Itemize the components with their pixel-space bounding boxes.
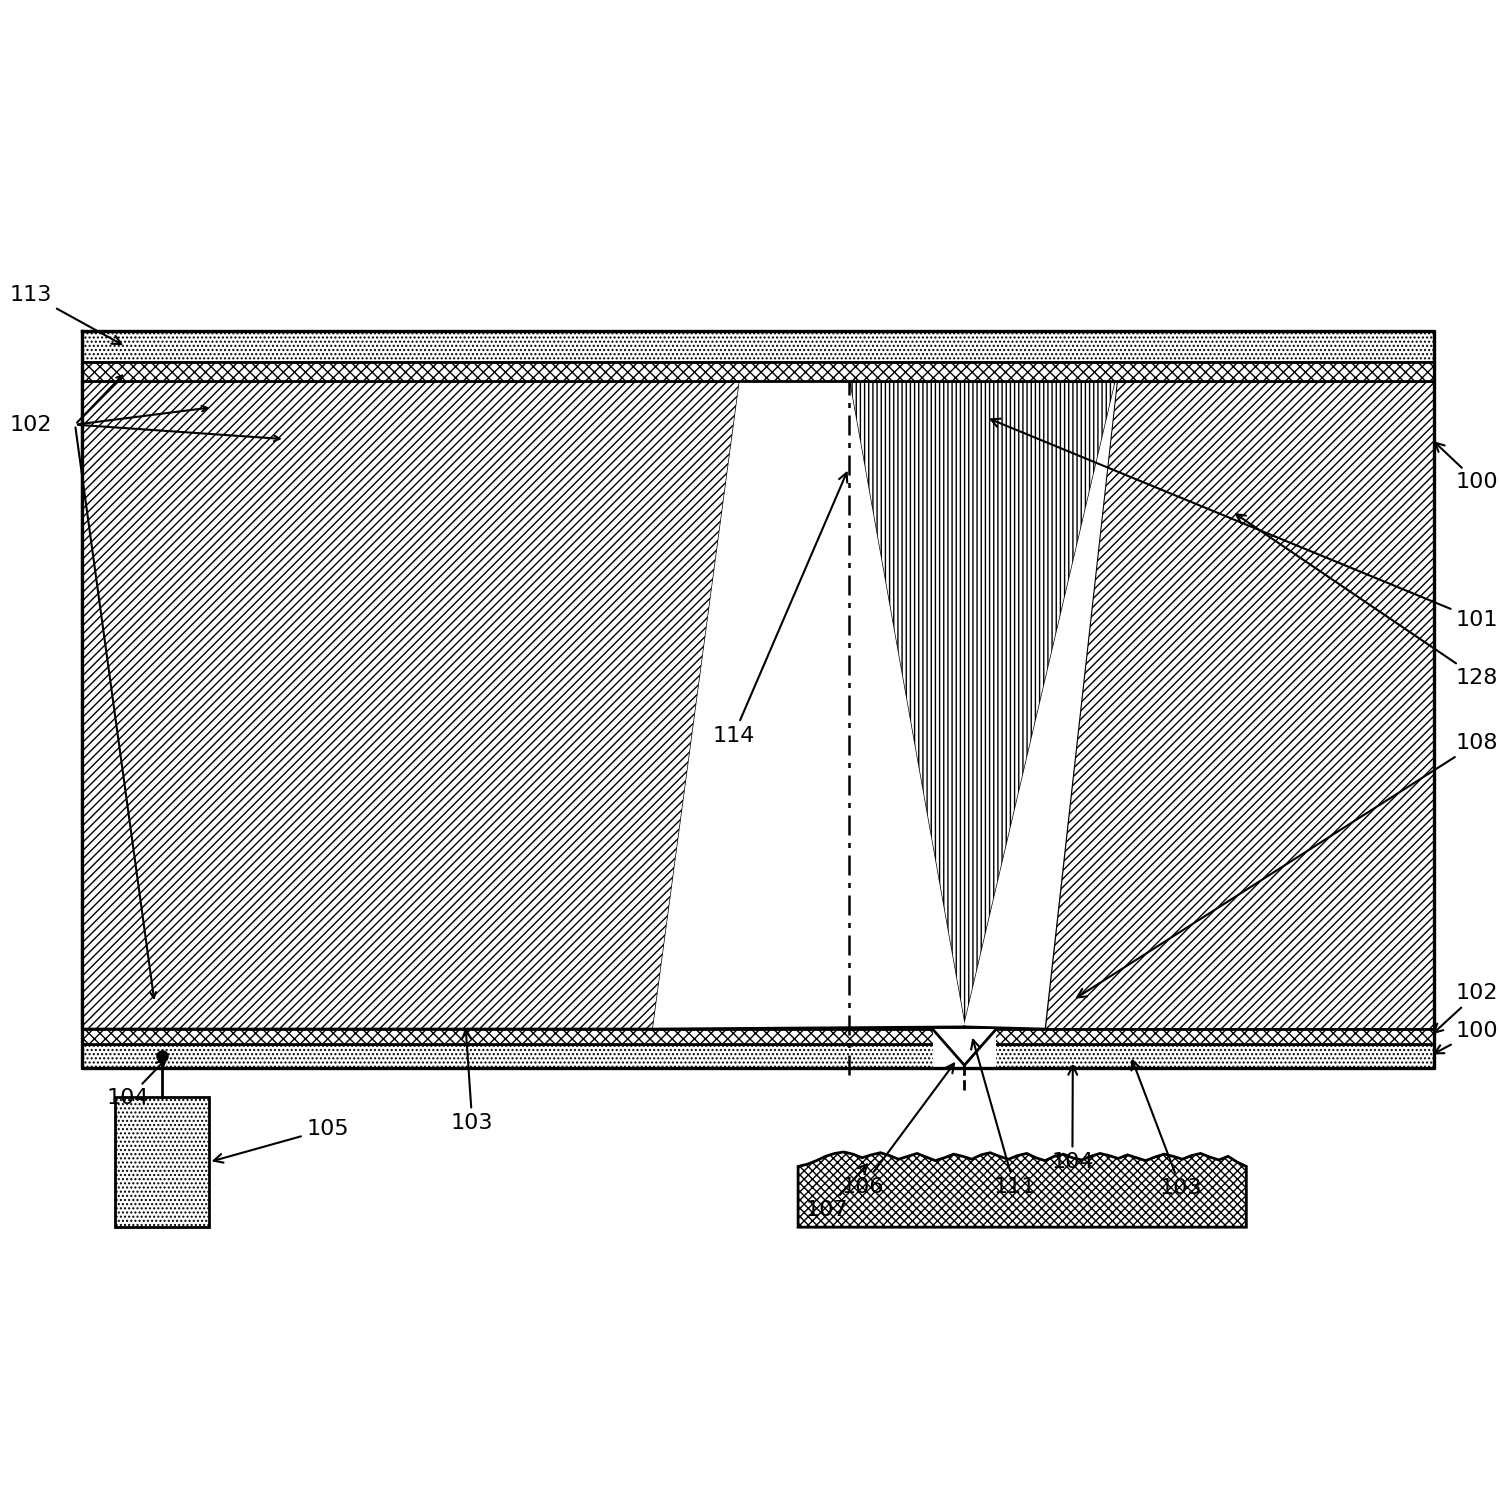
Polygon shape (964, 381, 1116, 1029)
Text: 114: 114 (712, 472, 848, 746)
Polygon shape (933, 1029, 996, 1068)
Text: 106: 106 (842, 1064, 954, 1197)
Bar (82, 330, 1434, 363)
Bar (82, 1029, 1434, 1044)
Text: 100: 100 (1436, 442, 1498, 492)
Text: 105: 105 (214, 1119, 350, 1162)
Text: 107: 107 (806, 1164, 867, 1220)
Polygon shape (82, 381, 1434, 1029)
Text: 113: 113 (10, 285, 122, 344)
Text: 102: 102 (10, 414, 53, 435)
Text: 104: 104 (1052, 1066, 1094, 1172)
Text: 128: 128 (1236, 514, 1498, 687)
Bar (116, 1096, 208, 1227)
Text: 102: 102 (1434, 982, 1498, 1033)
Text: 103: 103 (452, 1030, 494, 1132)
Polygon shape (1044, 381, 1434, 1029)
Polygon shape (82, 381, 740, 1029)
Text: 108: 108 (1077, 734, 1498, 998)
Text: 104: 104 (106, 1059, 165, 1108)
Text: 111: 111 (970, 1040, 1035, 1197)
Bar (82, 363, 1434, 381)
Text: 100: 100 (1434, 1020, 1498, 1053)
Polygon shape (849, 381, 1116, 1028)
Text: 101: 101 (992, 419, 1498, 630)
Polygon shape (798, 1152, 1246, 1227)
Polygon shape (654, 381, 964, 1029)
Bar (82, 1044, 1434, 1068)
Text: 103: 103 (1131, 1060, 1202, 1198)
